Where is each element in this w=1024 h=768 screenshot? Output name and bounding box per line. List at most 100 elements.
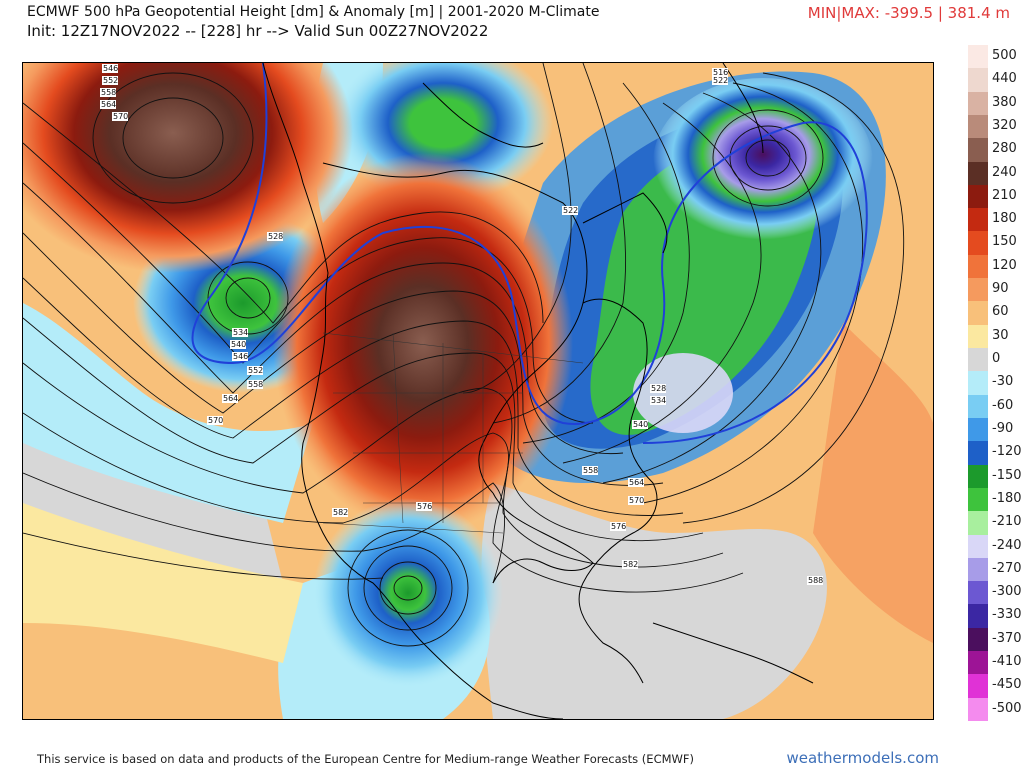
northeast-pacific-ridge bbox=[23, 63, 353, 273]
colorbar-label: 380 bbox=[992, 94, 1017, 110]
brand-link[interactable]: weathermodels.com bbox=[786, 749, 939, 767]
colorbar-label: 120 bbox=[992, 257, 1017, 273]
contour-label: 534 bbox=[651, 396, 666, 405]
colorbar-step: 320 bbox=[968, 114, 1018, 139]
contour-label-bg bbox=[267, 232, 283, 241]
contour-label-bg bbox=[712, 76, 728, 85]
coastlines bbox=[262, 63, 814, 719]
colorbar-step: -150 bbox=[968, 464, 1022, 488]
colorbar-label: 500 bbox=[992, 48, 1017, 63]
colorbar-swatch bbox=[968, 371, 988, 395]
colorbar-label: -500 bbox=[992, 700, 1022, 716]
colorbar-swatch bbox=[968, 208, 988, 232]
anomaly-colorbar: 500 440 380 320 280 240 210 180 150 120 90 60 30 0 -30… bbox=[968, 45, 1022, 721]
colorbar-step: -450 bbox=[968, 674, 1022, 698]
colorbar-swatch bbox=[968, 604, 988, 628]
init-valid-line: Init: 12Z17NOV2022 -- [228] hr --> Valid… bbox=[27, 22, 489, 40]
contour-label-bg bbox=[112, 112, 128, 121]
colorbar-label: -370 bbox=[992, 630, 1022, 646]
contour-label: 522 bbox=[563, 206, 578, 215]
colorbar-step: -270 bbox=[968, 557, 1022, 582]
contour-label: 582 bbox=[333, 508, 348, 517]
contour-label: 534 bbox=[233, 328, 248, 337]
contour-label-bg bbox=[650, 384, 666, 393]
colorbar-swatch bbox=[968, 278, 988, 302]
contour-label-bg bbox=[102, 76, 118, 85]
colorbar-swatch bbox=[968, 184, 988, 209]
contour-label: 516 bbox=[713, 68, 728, 77]
height-contours bbox=[23, 63, 905, 647]
colorbar-step: -90 bbox=[968, 417, 1018, 442]
contour-label: 528 bbox=[651, 384, 666, 393]
colorbar-step: 60 bbox=[968, 301, 1018, 325]
contour-label: 546 bbox=[233, 352, 248, 361]
colorbar-label: 280 bbox=[992, 141, 1017, 157]
northern-mexico-cutoff-low bbox=[313, 498, 503, 688]
colorbar-swatch bbox=[968, 114, 988, 139]
contour-label-bg bbox=[247, 366, 263, 375]
colorbar-step: 500 bbox=[968, 45, 1018, 69]
atlantic-ridge bbox=[813, 323, 933, 643]
purple-anomaly-atlantic bbox=[633, 353, 733, 433]
contour-label-bg bbox=[102, 64, 118, 73]
colorbar-swatch bbox=[968, 68, 988, 92]
colorbar-step: 280 bbox=[968, 138, 1018, 162]
anomaly-map: 546 552 558 564 570 528 534 540 546 552 558 564 570 5… bbox=[22, 62, 934, 720]
colorbar-swatch bbox=[968, 91, 988, 115]
colorbar-step: 180 bbox=[968, 208, 1018, 232]
colorbar-swatch bbox=[968, 324, 988, 349]
contour-label-bg bbox=[628, 478, 644, 487]
colorbar-step: -500 bbox=[968, 697, 1022, 721]
colorbar-label: 150 bbox=[992, 234, 1017, 250]
contour-label: 546 bbox=[103, 64, 118, 73]
contour-label: 564 bbox=[101, 100, 116, 109]
colorbar-swatch bbox=[968, 511, 988, 535]
western-north-america-ridge bbox=[273, 153, 573, 533]
colorbar-swatch bbox=[968, 138, 988, 162]
contour-label: 570 bbox=[113, 112, 128, 121]
contour-label: 540 bbox=[633, 420, 648, 429]
colorbar-swatch bbox=[968, 651, 988, 675]
contour-label: 570 bbox=[208, 416, 223, 425]
contour-labels: 5465525585645705285345405465525585645705… bbox=[100, 64, 823, 585]
ecmwf-attribution: This service is based on data and produc… bbox=[37, 752, 694, 766]
colorbar-swatch bbox=[968, 534, 988, 558]
colorbar-swatch bbox=[968, 417, 988, 442]
colorbar-label: -240 bbox=[992, 537, 1022, 553]
contour-label: 570 bbox=[629, 496, 644, 505]
540-dam-contour bbox=[191, 63, 868, 444]
colorbar-label: 0 bbox=[992, 351, 1001, 367]
labrador-sea-low bbox=[653, 78, 873, 248]
contour-label-bg bbox=[632, 420, 648, 429]
colorbar-step: -120 bbox=[968, 441, 1022, 465]
contour-label-bg bbox=[232, 328, 248, 337]
contour-label: 564 bbox=[223, 394, 238, 403]
contour-label-bg bbox=[222, 394, 238, 403]
colorbar-swatch bbox=[968, 627, 988, 652]
contour-label-bg bbox=[622, 560, 638, 569]
contour-label-bg bbox=[100, 88, 116, 97]
contour-label: 558 bbox=[248, 380, 263, 389]
contour-label-bg bbox=[610, 522, 626, 531]
colorbar-label: 90 bbox=[992, 281, 1009, 297]
colorbar-swatch bbox=[968, 254, 988, 279]
colorbar-step: 120 bbox=[968, 254, 1018, 279]
colorbar-step: 90 bbox=[968, 278, 1018, 302]
contour-label: 528 bbox=[268, 232, 283, 241]
colorbar-label: -60 bbox=[992, 397, 1014, 413]
colorbar-step: -330 bbox=[968, 604, 1022, 628]
colorbar-swatch bbox=[968, 45, 988, 69]
colorbar-step: 440 bbox=[968, 68, 1018, 92]
colorbar-step: -300 bbox=[968, 581, 1022, 605]
colorbar-step: 380 bbox=[968, 91, 1018, 115]
colorbar-label: -120 bbox=[992, 444, 1022, 460]
colorbar-swatch bbox=[968, 697, 988, 721]
colorbar-swatch bbox=[968, 348, 988, 372]
chart-title: ECMWF 500 hPa Geopotential Height [dm] &… bbox=[27, 4, 600, 20]
contour-label-bg bbox=[712, 68, 728, 77]
colorbar-swatch bbox=[968, 674, 988, 698]
contour-label-bg bbox=[332, 508, 348, 517]
contour-label-bg bbox=[582, 466, 598, 475]
contour-label: 564 bbox=[629, 478, 644, 487]
colorbar-label: 240 bbox=[992, 164, 1017, 180]
